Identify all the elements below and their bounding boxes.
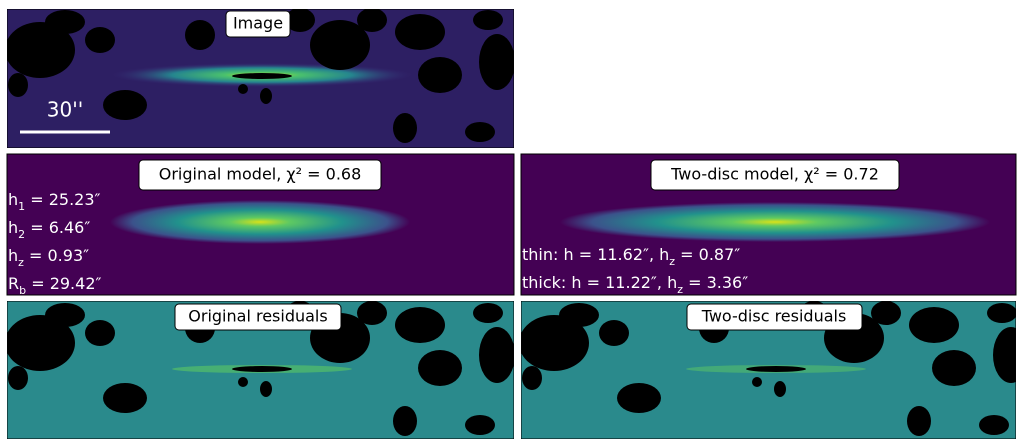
subscript: 2	[18, 228, 25, 241]
parameter-text: = 0.93″	[24, 246, 89, 265]
original-model-panel: Original model, χ² = 0.68 h1 = 25.23″h2 …	[7, 154, 514, 297]
parameter-text: h	[8, 246, 18, 265]
subscript: 1	[18, 200, 25, 213]
parameter-text: = 3.36″	[683, 273, 748, 292]
panel-title: Original residuals	[188, 307, 327, 326]
panel-title: Original model, χ² = 0.68	[159, 165, 362, 184]
subscript: b	[19, 284, 26, 297]
parameter-text: = 25.23″	[25, 190, 100, 209]
parameter-text: = 0.87″	[675, 245, 740, 264]
parameter-text: thin: h = 11.62″, h	[522, 245, 669, 264]
page: 30'' Image Original model, χ² = 0.68 h1 …	[0, 0, 1017, 439]
parameter-text: h	[8, 218, 18, 237]
parameter-text: = 6.46″	[25, 218, 90, 237]
panel-title: Image	[233, 14, 283, 33]
scale-label: 30''	[47, 98, 83, 122]
panel-title: Two-disc model, χ² = 0.72	[670, 165, 879, 184]
two-disc-model-panel: Two-disc model, χ² = 0.72 thin: h = 11.6…	[521, 154, 1016, 296]
parameter-text: = 29.42″	[26, 274, 101, 293]
parameter-text: h	[8, 190, 18, 209]
figure: 30'' Image Original model, χ² = 0.68 h1 …	[0, 0, 1017, 439]
panel-title: Two-disc residuals	[701, 307, 847, 326]
parameter-text: thick: h = 11.22″, h	[522, 273, 677, 292]
parameter-text: R	[8, 274, 19, 293]
